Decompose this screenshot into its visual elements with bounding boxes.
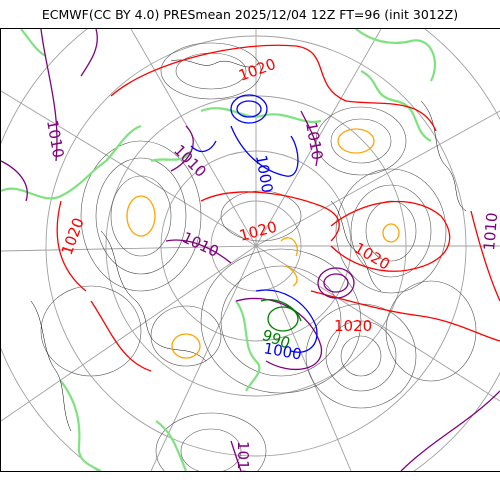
map-title: ECMWF(CC BY 4.0) PRESmean 2025/12/04 12Z… — [41, 7, 459, 22]
isobars-1000 — [190, 94, 318, 353]
thin-isobars — [40, 42, 477, 471]
map-canvas: 1020 1010 1010 1000 1010 1020 1020 1010 … — [1, 29, 500, 471]
isobar-label: 1010 — [234, 441, 252, 471]
isobar-label: 1010 — [480, 212, 500, 252]
coastlines — [30, 59, 467, 432]
isobar-label: 1010 — [179, 228, 221, 260]
isobar-label: 1020 — [334, 317, 372, 335]
isobar-label: 1010 — [302, 121, 326, 162]
high-pressure-centers — [126, 128, 400, 359]
isobar-label: 1020 — [236, 55, 278, 85]
pressure-map[interactable]: 1020 1010 1010 1000 1010 1020 1020 1010 … — [0, 28, 500, 472]
isobars-990 — [260, 299, 302, 332]
isobar-label: 1010 — [43, 119, 67, 160]
isobars-1020 — [56, 44, 500, 372]
land-outlines — [1, 29, 436, 471]
isobar-label: 1010 — [170, 141, 210, 181]
